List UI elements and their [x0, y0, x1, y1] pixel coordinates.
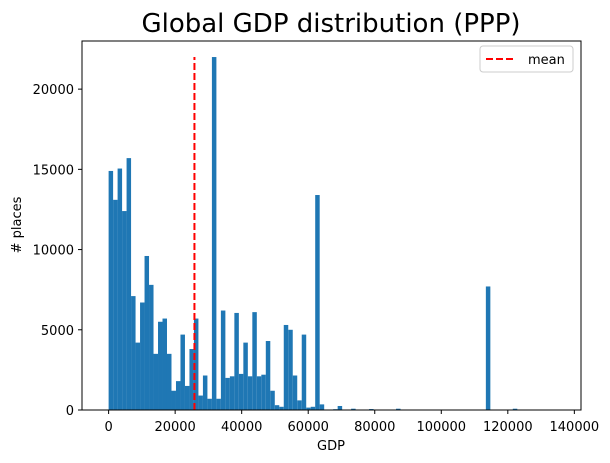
histogram-bar — [193, 318, 199, 410]
histogram-bar — [512, 408, 518, 410]
histogram-bar — [288, 329, 293, 410]
x-tick-label: 140000 — [550, 420, 600, 435]
histogram-bar — [198, 395, 203, 410]
histogram-bar — [149, 284, 154, 410]
y-tick-label: 5000 — [41, 324, 74, 339]
histogram-bar — [216, 398, 221, 410]
y-tick-label: 20000 — [33, 83, 74, 98]
histogram-bar — [225, 377, 230, 410]
legend-mean-label: mean — [528, 53, 565, 68]
x-tick-label: 20000 — [154, 420, 195, 435]
histogram-bar — [207, 398, 212, 410]
x-axis-label: GDP — [317, 439, 345, 454]
histogram-bar — [180, 334, 185, 410]
legend-box — [479, 45, 574, 73]
histogram-bar — [485, 286, 491, 410]
y-axis-ticks: 0 5000 10000 15000 20000 — [33, 83, 82, 419]
histogram-bar — [283, 324, 289, 410]
histogram-bar — [158, 321, 163, 410]
histogram-bar — [337, 405, 343, 410]
x-axis-ticks: 0 20000 40000 60000 80000 100000 120000 140000 — [104, 410, 599, 435]
x-tick-label: 40000 — [221, 420, 262, 435]
histogram-bar — [220, 310, 226, 410]
histogram-bar — [131, 296, 136, 410]
histogram-bar — [315, 195, 320, 410]
histogram-bar — [319, 404, 325, 410]
histogram-bar — [270, 390, 275, 410]
y-tick-label: 10000 — [33, 244, 74, 259]
plot-frame — [81, 40, 582, 411]
histogram-bar — [274, 405, 280, 410]
histogram-bar — [162, 318, 167, 410]
histogram-bar — [140, 302, 145, 410]
histogram-bar — [234, 312, 239, 410]
histogram-bar — [351, 408, 356, 410]
histogram-bar — [122, 211, 127, 410]
histogram-bar — [229, 376, 235, 410]
histogram-bar — [243, 342, 248, 410]
histogram-bar — [171, 390, 176, 410]
histogram-bar — [310, 406, 316, 410]
histogram-bar — [256, 376, 262, 410]
histogram-bar — [297, 400, 302, 410]
histogram-bar — [252, 312, 257, 410]
histogram-bar — [265, 341, 271, 410]
histogram-bar — [166, 353, 172, 410]
histogram-bar — [117, 168, 123, 410]
chart-title: Global GDP distribution (PPP) — [141, 9, 520, 39]
histogram-bar — [292, 375, 298, 410]
histogram-bar — [247, 376, 253, 410]
x-tick-label: 100000 — [416, 420, 466, 435]
histogram-bar — [306, 407, 311, 410]
y-axis-label: # places — [10, 196, 25, 253]
y-tick-label: 15000 — [33, 163, 74, 178]
histogram-bar — [189, 349, 194, 410]
histogram-bar — [396, 408, 401, 410]
histogram-bar — [202, 375, 208, 410]
x-tick-label: 120000 — [483, 420, 533, 435]
histogram-bar — [184, 385, 190, 410]
x-tick-label: 60000 — [288, 420, 329, 435]
y-tick-label: 0 — [66, 404, 74, 419]
x-tick-label: 0 — [104, 420, 112, 435]
histogram-bar — [153, 353, 159, 410]
legend: mean — [479, 45, 574, 73]
histogram-bar — [108, 170, 114, 410]
histogram-bar — [144, 255, 150, 410]
histogram-bar — [135, 342, 141, 410]
histogram-bar — [113, 199, 118, 410]
histogram-bar — [211, 57, 217, 410]
histogram-bar — [175, 381, 181, 410]
histogram-bar — [238, 373, 244, 410]
histogram-bar — [126, 158, 132, 410]
histogram-bar — [301, 334, 307, 410]
histogram-bar — [261, 374, 266, 410]
x-tick-label: 80000 — [354, 420, 395, 435]
histogram-bar — [279, 406, 284, 410]
histogram-bars — [108, 57, 518, 410]
